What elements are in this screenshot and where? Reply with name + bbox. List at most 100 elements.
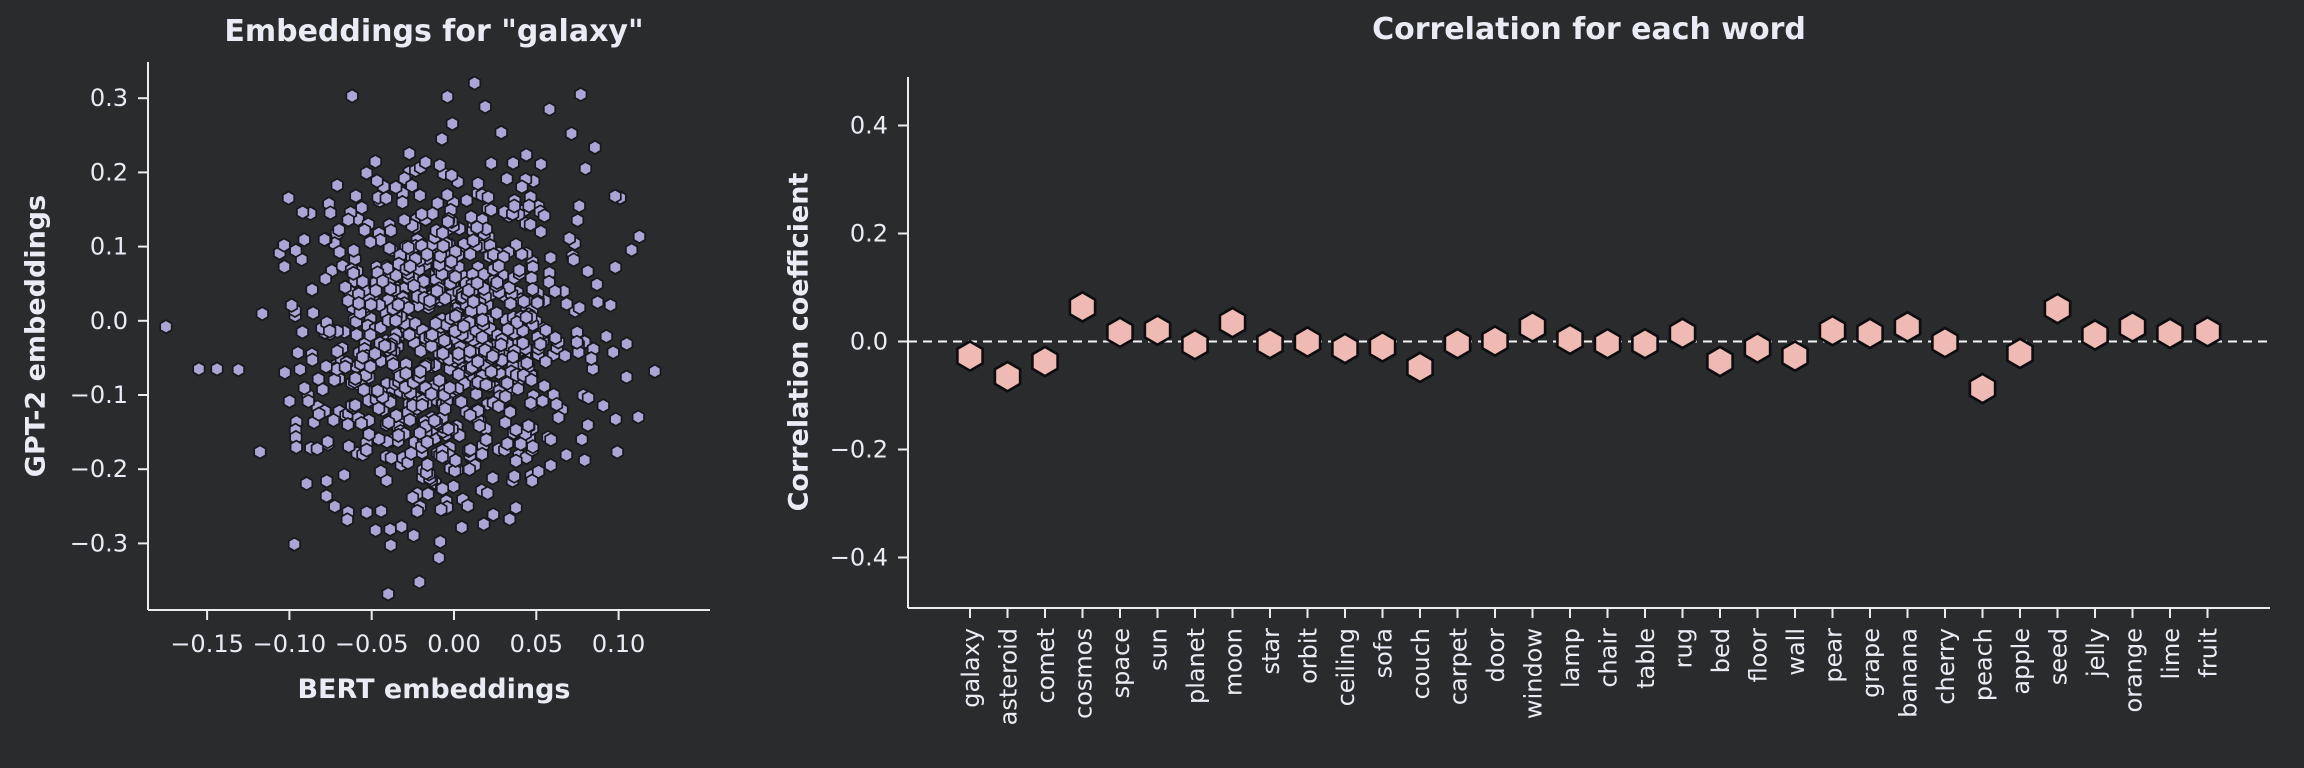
correlation-marker xyxy=(1518,310,1547,344)
scatter-point xyxy=(620,369,634,385)
scatter-point xyxy=(368,346,382,362)
scatter-point xyxy=(551,410,566,426)
scatter-point xyxy=(342,438,356,454)
scatter-point xyxy=(484,155,498,171)
scatter-point xyxy=(374,503,388,519)
scatter-point xyxy=(490,305,504,321)
scatter-point xyxy=(413,425,427,441)
scatter-point xyxy=(521,418,535,434)
scatter-point xyxy=(289,439,303,455)
scatter-point xyxy=(494,124,508,141)
scatter-point xyxy=(358,222,372,238)
scatter-point xyxy=(410,503,424,519)
scatter-point xyxy=(503,511,517,527)
scatter-point xyxy=(419,154,433,170)
scatter-point xyxy=(478,99,492,115)
scatter-point xyxy=(348,397,362,413)
scatter-point xyxy=(463,343,477,359)
scatter-point xyxy=(522,198,536,214)
scatter-point xyxy=(311,371,326,387)
scatter-point xyxy=(291,345,305,361)
scatter-point xyxy=(632,228,646,245)
scatter-point xyxy=(498,389,513,405)
scatter-point xyxy=(608,259,622,275)
scatter-point xyxy=(394,519,409,535)
scatter-point xyxy=(441,421,455,437)
correlation-marker xyxy=(1706,345,1734,378)
scatter-point xyxy=(368,154,382,170)
scatter-point xyxy=(285,297,299,313)
word-tick-label: table xyxy=(1632,628,1660,689)
scatter-point xyxy=(447,478,461,494)
correlation-marker xyxy=(1556,323,1584,356)
left-chart-xlabel: BERT embeddings xyxy=(297,674,571,705)
scatter-point xyxy=(282,393,297,409)
scatter-point xyxy=(277,259,291,275)
scatter-point xyxy=(537,378,551,394)
scatter-point xyxy=(599,328,613,344)
scatter-point xyxy=(509,453,523,469)
scatter-point xyxy=(631,409,645,425)
scatter-point xyxy=(448,269,462,285)
scatter-point xyxy=(417,273,431,289)
scatter-point xyxy=(405,490,420,506)
scatter-point xyxy=(500,435,514,452)
scatter-point xyxy=(509,500,523,516)
scatter-point xyxy=(484,202,498,218)
scatter-point xyxy=(328,498,342,514)
scatter-point xyxy=(454,394,468,410)
right-chart-title: Correlation for each word xyxy=(1372,12,1806,47)
correlation-marker xyxy=(1893,310,1922,344)
scatter-point xyxy=(289,242,303,259)
scatter-point xyxy=(436,225,450,241)
scatter-point xyxy=(369,283,383,299)
scatter-point xyxy=(548,330,562,346)
scatter-point xyxy=(370,173,384,189)
scatter-point xyxy=(471,354,485,370)
correlation-marker xyxy=(1331,332,1359,365)
scatter-point xyxy=(440,187,454,203)
correlation-marker xyxy=(1106,316,1134,349)
correlation-marker xyxy=(1218,306,1247,339)
scatter-point xyxy=(378,338,392,354)
scatter-point xyxy=(429,315,443,332)
scatter-point xyxy=(359,165,374,181)
scatter-point xyxy=(449,452,463,468)
scatter-point xyxy=(281,190,296,206)
scatter-point xyxy=(462,461,476,477)
scatter-point xyxy=(412,574,426,590)
scatter-point xyxy=(463,246,477,262)
scatter-point xyxy=(345,88,359,104)
scatter-point xyxy=(609,411,623,427)
scatter-point xyxy=(341,293,355,309)
scatter-point xyxy=(466,233,480,249)
scatter-point xyxy=(330,343,344,360)
scatter-point xyxy=(445,116,459,132)
correlation-marker xyxy=(1143,314,1172,347)
scatter-point xyxy=(581,417,595,433)
scatter-point xyxy=(391,297,405,313)
y-tick-label: 0.2 xyxy=(90,158,128,186)
left-chart-ylabel: GPT-2 embeddings xyxy=(20,194,52,478)
scatter-point xyxy=(337,467,351,483)
scatter-point xyxy=(470,275,484,291)
word-tick-label: seed xyxy=(2045,628,2073,685)
word-tick-label: planet xyxy=(1182,628,1210,704)
scatter-point xyxy=(591,294,605,310)
scatter-point xyxy=(310,441,324,457)
scatter-point xyxy=(421,486,435,502)
correlation-marker xyxy=(1181,328,1209,361)
scatter-point xyxy=(319,358,333,375)
scatter-point xyxy=(432,372,446,388)
correlation-marker xyxy=(1593,327,1622,360)
word-tick-label: star xyxy=(1257,628,1285,675)
scatter-point xyxy=(306,305,320,321)
scatter-point xyxy=(357,382,371,398)
scatter-point xyxy=(492,258,506,274)
scatter-point xyxy=(405,178,419,194)
scatter-point xyxy=(395,194,409,211)
word-tick-label: orange xyxy=(2120,628,2148,712)
scatter-point xyxy=(389,179,403,195)
correlation-marker xyxy=(993,360,1022,393)
